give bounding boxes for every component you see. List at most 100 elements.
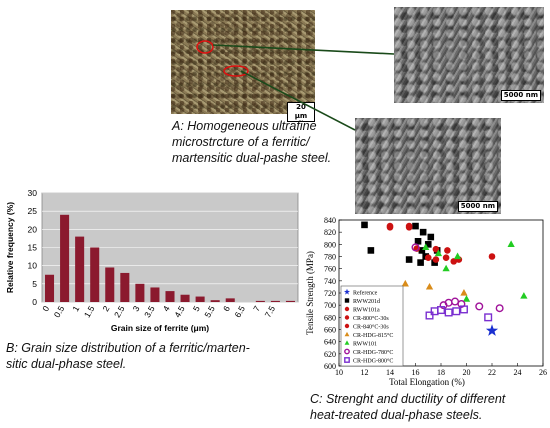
bar bbox=[135, 283, 145, 302]
legend-marker bbox=[344, 348, 350, 355]
x-tick-label: 5.5 bbox=[202, 304, 217, 319]
optical-scale-bar: 20 μm bbox=[287, 102, 315, 122]
y-tick-label: 740 bbox=[324, 277, 336, 286]
legend-marker bbox=[344, 306, 350, 312]
legend-marker bbox=[344, 323, 350, 329]
data-point bbox=[425, 311, 434, 320]
x-tick-label: 7 bbox=[251, 304, 262, 313]
caption-a-line-2: microstrcture of a ferritic/ bbox=[172, 135, 310, 149]
bar bbox=[180, 294, 190, 302]
x-axis-title: Total Elongation (%) bbox=[389, 377, 465, 387]
data-point bbox=[507, 240, 515, 247]
data-point bbox=[462, 295, 471, 302]
data-point bbox=[452, 307, 461, 316]
x-tick-label: 18 bbox=[437, 368, 445, 377]
data-point bbox=[401, 279, 409, 287]
bar bbox=[255, 300, 265, 302]
data-point bbox=[457, 299, 466, 308]
sem-micrograph-2: 5000 nm bbox=[355, 118, 501, 214]
data-point bbox=[419, 228, 427, 236]
caption-b: B: Grain size distribution of a ferritic… bbox=[6, 340, 306, 372]
highlight-ellipse-1 bbox=[196, 40, 214, 54]
y-tick-label: 25 bbox=[28, 206, 38, 216]
bar bbox=[90, 247, 100, 302]
y-tick-label: 0 bbox=[32, 297, 37, 307]
y-tick-label: 640 bbox=[324, 338, 336, 347]
y-tick-label: 30 bbox=[28, 188, 38, 198]
legend-label: RWW201d bbox=[353, 299, 380, 305]
caption-c-line-2: heat-treated dual-phase steels. bbox=[310, 408, 483, 422]
data-point bbox=[411, 243, 420, 252]
data-point bbox=[405, 222, 413, 230]
optical-micrograph: 20 μm bbox=[171, 10, 315, 122]
x-tick-label: 16 bbox=[412, 368, 420, 377]
x-tick-label: 24 bbox=[514, 368, 522, 377]
data-point bbox=[414, 237, 422, 245]
data-point bbox=[417, 259, 424, 266]
y-tick-label: 840 bbox=[324, 216, 336, 225]
data-point bbox=[453, 252, 462, 260]
data-point bbox=[520, 292, 528, 299]
data-point bbox=[484, 313, 493, 322]
caption-a-line-1: A: Homogeneous ultrafine bbox=[172, 119, 317, 133]
x-tick-label: 20 bbox=[463, 368, 471, 377]
x-axis-title: Grain size of ferrite (μm) bbox=[111, 323, 209, 333]
caption-b-line-2: sitic dual-phase steel. bbox=[6, 357, 127, 371]
data-point bbox=[422, 243, 430, 251]
data-point bbox=[405, 256, 413, 263]
data-point bbox=[460, 289, 468, 296]
data-point bbox=[450, 258, 458, 265]
y-tick-label: 10 bbox=[28, 261, 38, 271]
legend-marker bbox=[344, 288, 350, 295]
y-tick-label: 760 bbox=[324, 265, 336, 274]
data-point bbox=[434, 249, 443, 257]
data-point bbox=[418, 247, 426, 254]
x-tick-label: 22 bbox=[488, 368, 496, 377]
data-point bbox=[442, 254, 450, 262]
y-tick-label: 680 bbox=[324, 313, 336, 322]
bar bbox=[120, 272, 130, 302]
sem-micrograph-1: 5000 nm bbox=[394, 7, 544, 103]
data-point bbox=[442, 264, 450, 272]
data-point bbox=[485, 324, 499, 336]
bar bbox=[75, 236, 85, 302]
legend-label: CR-HDG-800°C bbox=[353, 358, 393, 365]
y-tick-label: 5 bbox=[32, 279, 37, 289]
legend-label: RWW101 bbox=[353, 342, 377, 348]
data-point bbox=[424, 241, 432, 248]
data-point bbox=[488, 253, 496, 260]
highlight-ellipse-2 bbox=[223, 65, 249, 77]
strength-elongation-scatter: 600 620 640 660 680 700 720 740 760 780 800 820 840 1… bbox=[305, 216, 547, 387]
bar bbox=[285, 300, 295, 302]
legend-label: CR-HDG-815°C bbox=[353, 332, 393, 339]
caption-c-line-1: C: Strenght and ductility of different bbox=[310, 392, 506, 406]
sem-scale-bar-1: 5000 nm bbox=[500, 90, 541, 101]
x-tick-label: 1 bbox=[70, 304, 81, 313]
y-tick-label: 820 bbox=[324, 228, 336, 237]
data-point bbox=[361, 221, 368, 229]
data-point bbox=[495, 304, 504, 313]
x-tick-label: 0.5 bbox=[52, 304, 67, 319]
data-point bbox=[444, 247, 451, 254]
legend-marker bbox=[344, 340, 350, 345]
data-point bbox=[386, 222, 394, 230]
x-tick-label: 2 bbox=[100, 304, 111, 313]
x-tick-label: 0 bbox=[40, 304, 51, 313]
y-tick-label: 800 bbox=[324, 240, 336, 249]
data-point bbox=[412, 222, 419, 230]
y-tick-label: 620 bbox=[324, 350, 336, 359]
bar bbox=[270, 300, 280, 302]
data-point bbox=[459, 305, 468, 314]
x-tick-label: 10 bbox=[335, 368, 343, 377]
x-tick-label: 7.5 bbox=[263, 304, 278, 319]
data-point bbox=[367, 247, 375, 254]
data-point bbox=[444, 308, 453, 317]
x-tick-label: 1.5 bbox=[82, 304, 97, 319]
y-tick-label: 20 bbox=[28, 224, 38, 234]
caption-c: C: Strenght and ductility of different h… bbox=[310, 391, 550, 423]
caption-a: A: Homogeneous ultrafine microstrcture o… bbox=[172, 118, 362, 166]
caption-b-line-1: B: Grain size distribution of a ferritic… bbox=[6, 341, 250, 355]
sem-scale-bar-2: 5000 nm bbox=[457, 201, 498, 212]
